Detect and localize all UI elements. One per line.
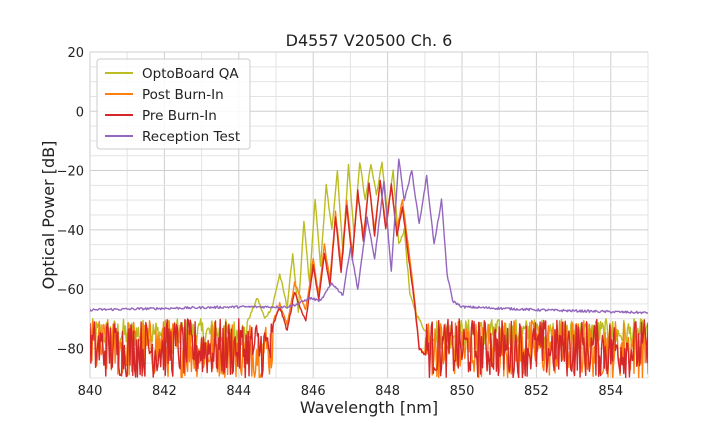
series-line-reception-test xyxy=(90,158,648,315)
chart-title: D4557 V20500 Ch. 6 xyxy=(286,31,453,50)
tick-labels: 840 842 844 846 848 850 852 854 −80 −60 −40 −20 0 20 xyxy=(57,46,624,399)
y-tick-label: −80 xyxy=(57,342,84,357)
x-tick-label: 846 xyxy=(301,384,326,399)
legend-entry: OptoBoard QA xyxy=(142,66,239,82)
x-tick-label: 848 xyxy=(375,384,400,399)
legend-entry: Reception Test xyxy=(142,129,240,145)
y-tick-label: −20 xyxy=(57,165,84,180)
series-line-pre-burn-in xyxy=(90,179,648,378)
x-tick-label: 854 xyxy=(598,384,623,399)
plot-area xyxy=(90,158,648,378)
x-axis-title: Wavelength [nm] xyxy=(300,398,438,417)
legend-entry: Pre Burn-In xyxy=(142,108,217,124)
x-tick-label: 850 xyxy=(450,384,475,399)
legend-box xyxy=(96,58,251,150)
series-group xyxy=(90,158,648,378)
x-tick-label: 842 xyxy=(152,384,177,399)
x-tick-label: 840 xyxy=(78,384,103,399)
legend: OptoBoard QA Post Burn-In Pre Burn-In Recep… xyxy=(96,58,251,150)
y-tick-label: −40 xyxy=(57,224,84,239)
x-tick-label: 852 xyxy=(524,384,549,399)
y-tick-label: 20 xyxy=(67,46,84,61)
legend-entry: Post Burn-In xyxy=(142,87,224,103)
y-tick-label: −60 xyxy=(57,283,84,298)
x-tick-label: 844 xyxy=(226,384,251,399)
y-axis-title: Optical Power [dB] xyxy=(39,141,58,290)
y-tick-label: 0 xyxy=(76,105,84,120)
